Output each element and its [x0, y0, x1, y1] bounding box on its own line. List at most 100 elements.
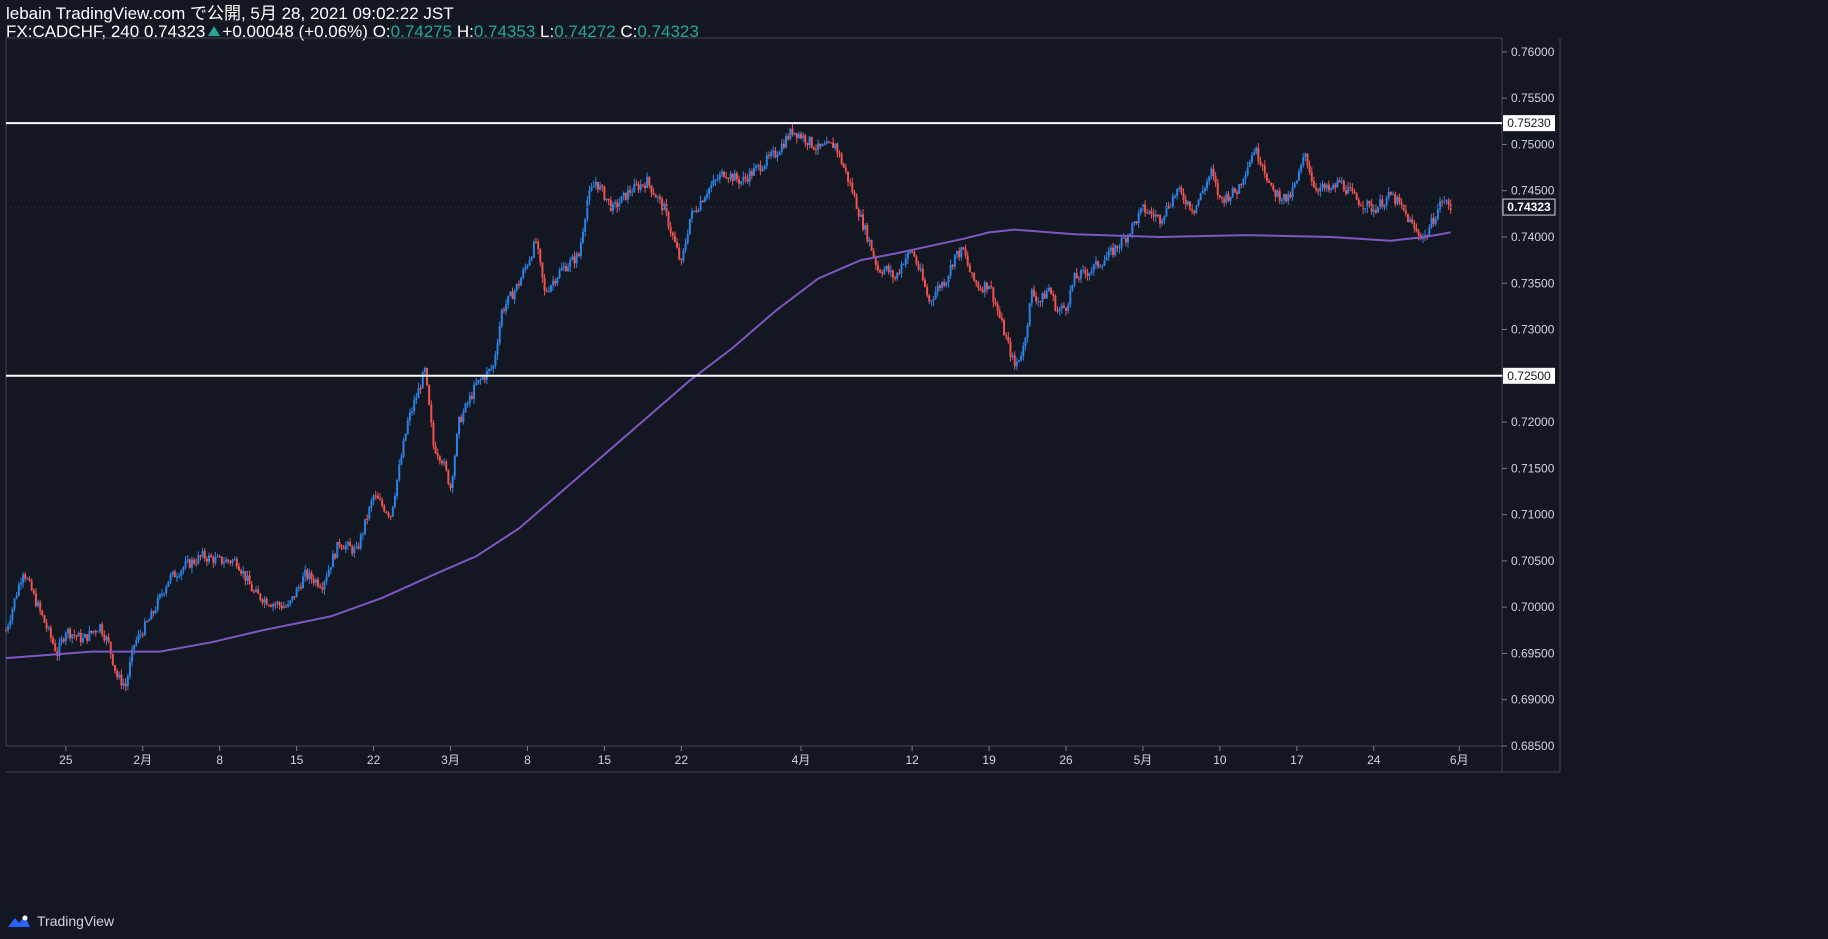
candle-body	[475, 383, 478, 385]
candle-body	[143, 621, 146, 636]
candle-body	[184, 561, 187, 568]
candle-body	[1174, 195, 1177, 197]
candle-body	[152, 611, 155, 614]
candle-body	[1197, 199, 1200, 206]
candle-body	[1351, 187, 1354, 192]
candle-body	[1030, 289, 1033, 304]
x-tick-label: 22	[675, 753, 689, 767]
candle-body	[1150, 210, 1153, 214]
candle-body	[284, 606, 287, 608]
candle-body	[158, 594, 161, 599]
y-tick-label: 0.74000	[1511, 230, 1555, 244]
candle-body	[1377, 206, 1380, 213]
candle-body	[714, 179, 717, 181]
candle-body	[1178, 187, 1181, 189]
candle-body	[1287, 194, 1290, 202]
candle-body	[259, 593, 262, 600]
candle-body	[1250, 154, 1253, 162]
symbol-label[interactable]: FX:CADCHF, 240	[6, 22, 140, 41]
plot-frame	[5, 37, 1503, 747]
last-price-label: 0.74323	[1507, 200, 1551, 214]
candle-body	[449, 484, 452, 488]
candle-body	[154, 610, 157, 614]
candle-body	[1152, 213, 1155, 217]
footer-branding[interactable]: TradingView	[6, 913, 114, 929]
up-arrow-icon	[208, 26, 221, 36]
y-tick-label: 0.68500	[1511, 739, 1555, 753]
level-price-tag	[1503, 367, 1555, 384]
candle-body	[26, 578, 29, 580]
candle-body	[101, 624, 104, 635]
candle-body	[15, 595, 18, 599]
candle-body	[906, 252, 909, 259]
candle-body	[834, 143, 837, 149]
x-tick-label: 2月	[133, 753, 152, 767]
candle-body	[671, 232, 674, 236]
candle-body	[1304, 153, 1307, 158]
candle-body	[821, 144, 824, 147]
candle-body	[936, 285, 939, 292]
candle-body	[193, 559, 196, 564]
x-tick-label: 15	[290, 753, 304, 767]
candle-body	[712, 180, 715, 186]
candle-body	[1118, 247, 1121, 249]
candle-body	[103, 634, 106, 641]
candle-body	[75, 635, 78, 637]
candle-body	[19, 582, 22, 585]
candle-body	[1210, 168, 1213, 177]
candle-body	[1274, 189, 1277, 197]
candle-body	[355, 546, 358, 548]
candle-body	[479, 379, 482, 381]
candle-body	[195, 563, 198, 565]
candle-body	[635, 183, 638, 185]
candle-body	[460, 416, 463, 423]
candle-body	[1385, 197, 1388, 205]
candle-body	[1394, 194, 1397, 204]
candle-body	[52, 637, 55, 644]
candle-body	[265, 598, 268, 605]
candle-body	[455, 434, 458, 457]
candle-body	[299, 586, 302, 589]
candle-body	[844, 167, 847, 172]
candle-body	[1398, 197, 1401, 203]
candle-body	[825, 141, 828, 145]
candle-body	[1297, 171, 1300, 181]
candle-body	[731, 173, 734, 181]
candle-body	[69, 628, 72, 639]
candle-body	[1253, 152, 1256, 155]
candle-body	[146, 621, 149, 623]
candle-body	[1199, 192, 1202, 200]
candle-body	[609, 200, 612, 211]
candle-body	[599, 185, 602, 190]
candle-body	[1428, 227, 1431, 236]
candle-body	[120, 674, 123, 686]
candle-body	[725, 176, 728, 179]
candle-body	[966, 255, 969, 265]
candle-body	[562, 266, 565, 268]
candle-body	[1302, 157, 1305, 166]
candle-body	[650, 185, 653, 193]
candle-body	[823, 144, 826, 146]
candle-body	[861, 214, 864, 230]
candle-body	[968, 264, 971, 273]
candle-body	[1156, 214, 1159, 216]
candle-body	[201, 551, 204, 557]
candle-body	[740, 181, 743, 184]
candle-body	[964, 249, 967, 256]
publish-info: lebain TradingView.com で公開, 5月 28, 2021 …	[6, 4, 454, 23]
candle-body	[1246, 167, 1249, 175]
candle-body	[718, 174, 721, 180]
candle-body	[1261, 164, 1264, 166]
candle-body	[428, 385, 431, 405]
candle-body	[639, 184, 642, 191]
candle-body	[113, 665, 116, 671]
candle-body	[494, 354, 497, 366]
candle-body	[220, 556, 223, 564]
candle-body	[267, 604, 270, 606]
candle-body	[1195, 205, 1198, 214]
candle-body	[105, 636, 108, 641]
candle-body	[7, 625, 10, 631]
candle-body	[323, 581, 326, 590]
candle-body	[404, 433, 407, 441]
